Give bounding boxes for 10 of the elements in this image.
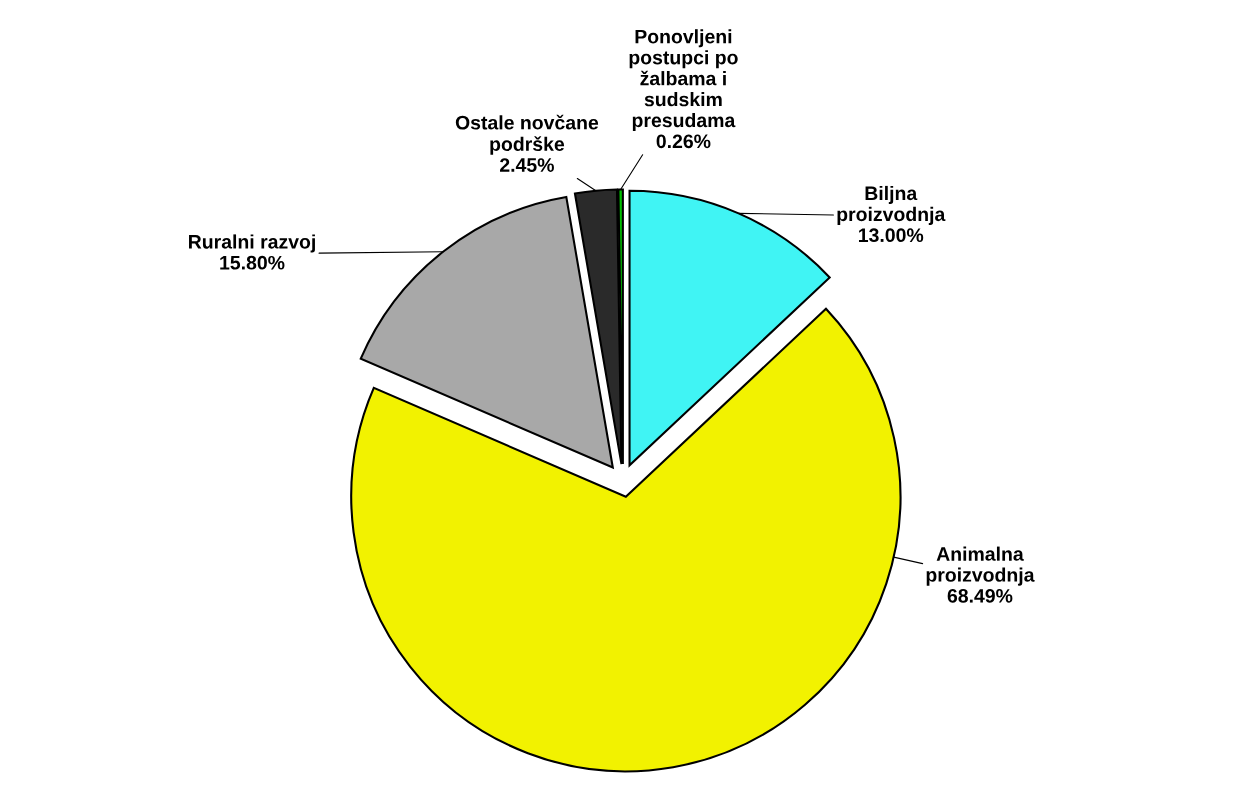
data-label: 2.45% xyxy=(500,158,554,172)
slice-label: Ponovljeni postupci po žalbama i sudskim presudama xyxy=(629,29,738,132)
data-label: 0.26% xyxy=(656,134,711,149)
slice-label: Biljna proizvodnja xyxy=(837,185,946,225)
slice-label: Ostale novčane podrške xyxy=(455,114,599,155)
data-label: 68.49% xyxy=(947,588,1013,603)
slice-label: Animalna proizvodnja xyxy=(926,546,1035,586)
data-label: 13.00% xyxy=(858,228,924,243)
slice-label: Ruralni razvoj xyxy=(189,234,315,253)
data-label: 15.80% xyxy=(220,255,285,270)
